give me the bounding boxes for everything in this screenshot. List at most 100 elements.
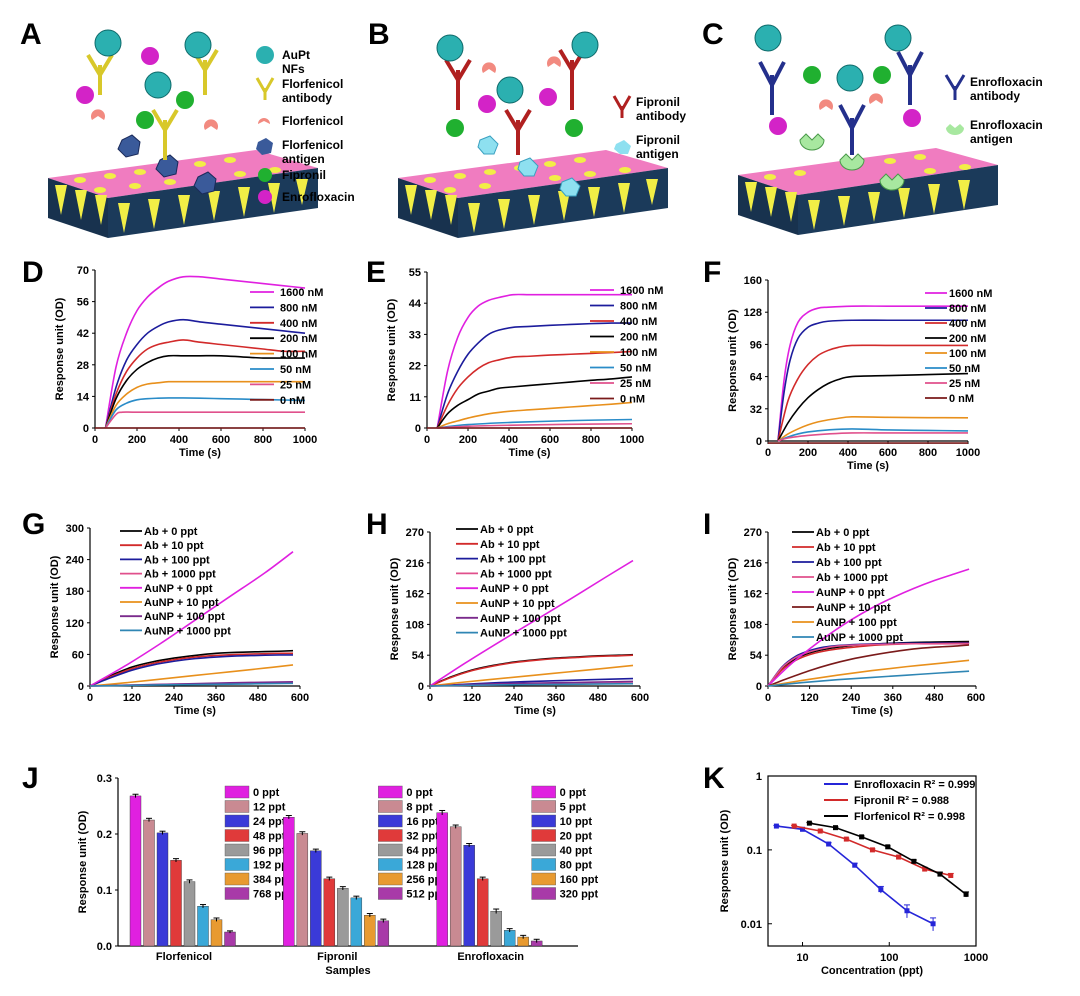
- y-axis-title: Response unit (OD): [719, 809, 731, 912]
- legend-label-400-nm: 400 nM: [620, 316, 657, 328]
- series-line-1600-nm: [436, 293, 632, 429]
- legend-label-fipronil-antibody: Fipronil antibody: [636, 95, 686, 123]
- y-tick-label: 0: [78, 681, 84, 693]
- legend-label-ab-100-ppt: Ab + 100 ppt: [480, 554, 546, 566]
- panel-letter-i: I: [703, 508, 711, 541]
- legend-label-fipronil-64-ppt: 64 ppt: [406, 845, 439, 857]
- legend-label-aunp-10-ppt: AuNP + 10 ppt: [816, 602, 891, 614]
- legend-label-1600-nm: 1600 nM: [949, 288, 992, 300]
- y-tick-label: 240: [66, 555, 84, 567]
- legend-label-400-nm: 400 nM: [280, 318, 317, 330]
- legend-label-florfenicol-antigen: Florfenicol antigen: [282, 138, 343, 166]
- series-line-100-nm: [436, 401, 633, 429]
- panel-letter-k: K: [703, 762, 725, 795]
- enrofloxacin-antigen-icon: [799, 133, 905, 191]
- x-tick-label: 1000: [956, 447, 980, 459]
- series-line-200-nm: [777, 372, 969, 442]
- legend-label-100-nm: 100 nM: [949, 348, 986, 360]
- legend-enrofloxacin-antibody-icon: [944, 74, 966, 100]
- florfenicol-icon: [91, 109, 219, 130]
- aupt-nf-cluster-b: [436, 31, 599, 104]
- x-tick-label: 800: [919, 447, 937, 459]
- legend-label-ab-1000-ppt: Ab + 1000 ppt: [480, 568, 552, 580]
- bar-fipronil-32-ppt: [323, 878, 336, 947]
- legend-enrofloxacin-icon: [258, 190, 272, 204]
- legend-swatch-florfenicol-24-ppt: [224, 814, 250, 828]
- series-line-aunp-0-ppt: [89, 551, 294, 687]
- chart-g: G 0 120 240 360 480 600 0 60 120 180 240 300 Time (s)…: [22, 508, 309, 717]
- panel-letter-a: A: [20, 18, 42, 51]
- bar-florfenicol-192-ppt: [197, 906, 209, 947]
- x-tick-label: 600: [541, 434, 559, 446]
- fipronil-icon: [136, 91, 194, 129]
- series-line-800-nm: [436, 322, 633, 429]
- legend-label-fipronil-32-ppt: 32 ppt: [406, 831, 439, 843]
- bar-florfenicol-48-ppt: [170, 860, 182, 947]
- bar-fipronil-256-ppt: [364, 915, 376, 947]
- y-tick-label: 32: [750, 404, 762, 416]
- x-tick-label: 120: [800, 692, 818, 704]
- legend-label-enrofloxacin-antibody: Enrofloxacin antibody: [970, 75, 1043, 103]
- legend-label-florfenicol-768-ppt: 768 ppt: [253, 889, 292, 901]
- bar-fipronil-64-ppt: [337, 888, 349, 947]
- series-line-aunp-1000-ppt: [767, 670, 970, 687]
- enrofloxacin-icon: [76, 47, 159, 104]
- legend-label-25-nm: 25 nM: [620, 378, 651, 390]
- x-tick-label: 120: [463, 692, 481, 704]
- legend-label-enrofloxacin-0-ppt: 0 ppt: [560, 787, 587, 799]
- series-line-aunp-1000-ppt: [429, 682, 634, 687]
- legend-aupt-nf-icon: [256, 46, 274, 64]
- series-line-25-nm: [777, 432, 968, 442]
- legend-label-florfenicol-48-ppt: 48 ppt: [253, 831, 286, 843]
- legend-label-1600-nm: 1600 nM: [620, 285, 663, 297]
- y-tick-label: 160: [744, 275, 762, 287]
- series-line-aunp-1000-ppt: [89, 682, 294, 687]
- series-line-1600-nm: [104, 275, 306, 429]
- y-tick-label: 60: [72, 649, 84, 661]
- y-axis-title: Response unit (OD): [727, 557, 739, 660]
- y-tick-label: 162: [744, 589, 762, 601]
- y-tick-label: 180: [66, 586, 84, 598]
- x-tick-label: 600: [631, 692, 649, 704]
- y-tick-label: 42: [77, 328, 89, 340]
- chart-h: H 0 120 240 360 480 600 0 54 108 162 216 270 Time (s)…: [366, 508, 649, 717]
- series-line-400-nm: [436, 350, 633, 429]
- legend-label-aupt-nf: AuPt NFs: [282, 48, 310, 76]
- legend-label-800-nm: 800 nM: [620, 301, 657, 313]
- y-tick-label: 0.1: [97, 885, 112, 897]
- x-tick-label: 600: [212, 434, 230, 446]
- legend-swatch-fipronil-16-ppt: [378, 814, 403, 828]
- x-axis-title: Time (s): [174, 705, 216, 717]
- legend-label-fipronil-16-ppt: 16 ppt: [406, 816, 439, 828]
- legend-swatch-enrofloxacin-10-ppt: [531, 814, 556, 828]
- legend-label-fipronil-256-ppt: 256 ppt: [406, 874, 445, 886]
- legend-swatch-florfenicol-192-ppt: [224, 858, 250, 871]
- legend-swatch-enrofloxacin-160-ppt: [531, 872, 556, 886]
- legend-florfenicol-antigen-icon: [256, 138, 273, 155]
- legend-swatch-florfenicol-96-ppt: [224, 843, 250, 857]
- legend-label-ab-1000-ppt: Ab + 1000 ppt: [816, 572, 888, 584]
- chart-j: J 0.0 0.1 0.2 0.3 Response unit (OD) Samples Fl…: [22, 762, 599, 977]
- legend-florfenicol-icon: [258, 118, 270, 124]
- x-tick-label: 360: [547, 692, 565, 704]
- legend-label-enrofloxacin-r-0-999: Enrofloxacin R² = 0.999: [854, 779, 975, 791]
- group-label-florfenicol: Florfenicol: [156, 951, 212, 963]
- bar-fipronil-8-ppt: [296, 833, 309, 947]
- legend-label-fipronil: Fipronil: [282, 168, 326, 182]
- legend-fipronil-antibody-icon: [612, 95, 632, 118]
- series-line-800-nm: [104, 318, 306, 429]
- x-tick-label: 400: [839, 447, 857, 459]
- legend-label-ab-0-ppt: Ab + 0 ppt: [144, 526, 198, 538]
- series-line-aunp-10-ppt: [89, 664, 294, 687]
- y-tick-label: 120: [66, 618, 84, 630]
- panel-letter-e: E: [366, 256, 386, 289]
- bar-fipronil-0-ppt: [283, 817, 295, 947]
- legend-label-200-nm: 200 nM: [949, 333, 986, 345]
- legend-label-0-nm: 0 nM: [280, 395, 305, 407]
- schematic-c: Enrofloxacin antibody Enrofloxacin antigen: [738, 24, 1043, 235]
- y-tick-label: 216: [744, 558, 762, 570]
- x-tick-label: 100: [880, 952, 898, 964]
- data-point-florfenicol-r-0-998: [963, 891, 969, 897]
- x-tick-label: 360: [884, 692, 902, 704]
